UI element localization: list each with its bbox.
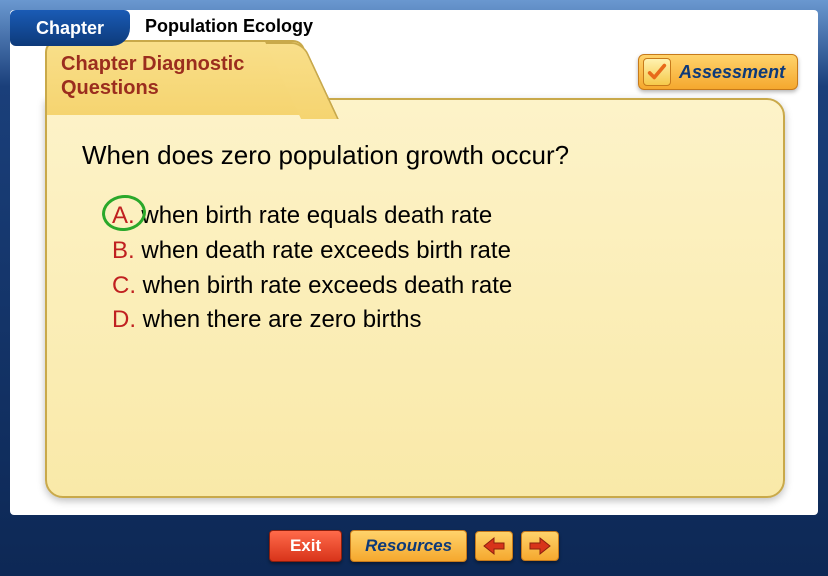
next-button[interactable] xyxy=(521,531,559,561)
prev-button[interactable] xyxy=(475,531,513,561)
topic-title: Population Ecology xyxy=(145,16,313,37)
option-a[interactable]: A. when birth rate equals death rate xyxy=(112,199,748,234)
option-letter: A. xyxy=(112,202,135,229)
option-letter: B. xyxy=(112,237,135,264)
question-text: When does zero population growth occur? xyxy=(82,140,748,171)
checkmark-icon xyxy=(643,58,671,86)
folder-container: Chapter Diagnostic Questions When does z… xyxy=(45,40,785,500)
arrow-left-icon xyxy=(482,536,506,556)
option-letter: D. xyxy=(112,306,136,333)
option-text: when birth rate equals death rate xyxy=(141,202,492,229)
assessment-button[interactable]: Assessment xyxy=(638,54,798,90)
exit-button[interactable]: Exit xyxy=(269,530,342,562)
folder-body: When does zero population growth occur? … xyxy=(45,98,785,498)
chapter-tab: Chapter xyxy=(10,10,130,46)
folder-tab: Chapter Diagnostic Questions xyxy=(45,40,305,115)
slide-frame: Chapter Population Ecology Assessment Ch… xyxy=(0,0,828,576)
option-text: when death rate exceeds birth rate xyxy=(141,237,511,264)
option-c[interactable]: C. when birth rate exceeds death rate xyxy=(112,269,748,304)
option-text: when there are zero births xyxy=(143,306,422,333)
options-list: A. when birth rate equals death rate B. … xyxy=(112,199,748,338)
slide-inner: Chapter Population Ecology Assessment Ch… xyxy=(10,10,818,515)
option-d[interactable]: D. when there are zero births xyxy=(112,303,748,338)
arrow-right-icon xyxy=(528,536,552,556)
option-letter: C. xyxy=(112,272,136,299)
folder-tab-title: Chapter Diagnostic Questions xyxy=(61,52,289,100)
resources-button[interactable]: Resources xyxy=(350,530,467,562)
bottom-bar: Exit Resources xyxy=(0,530,828,562)
assessment-label: Assessment xyxy=(679,62,785,83)
option-b[interactable]: B. when death rate exceeds birth rate xyxy=(112,234,748,269)
option-text: when birth rate exceeds death rate xyxy=(143,272,513,299)
chapter-label: Chapter xyxy=(36,18,104,39)
